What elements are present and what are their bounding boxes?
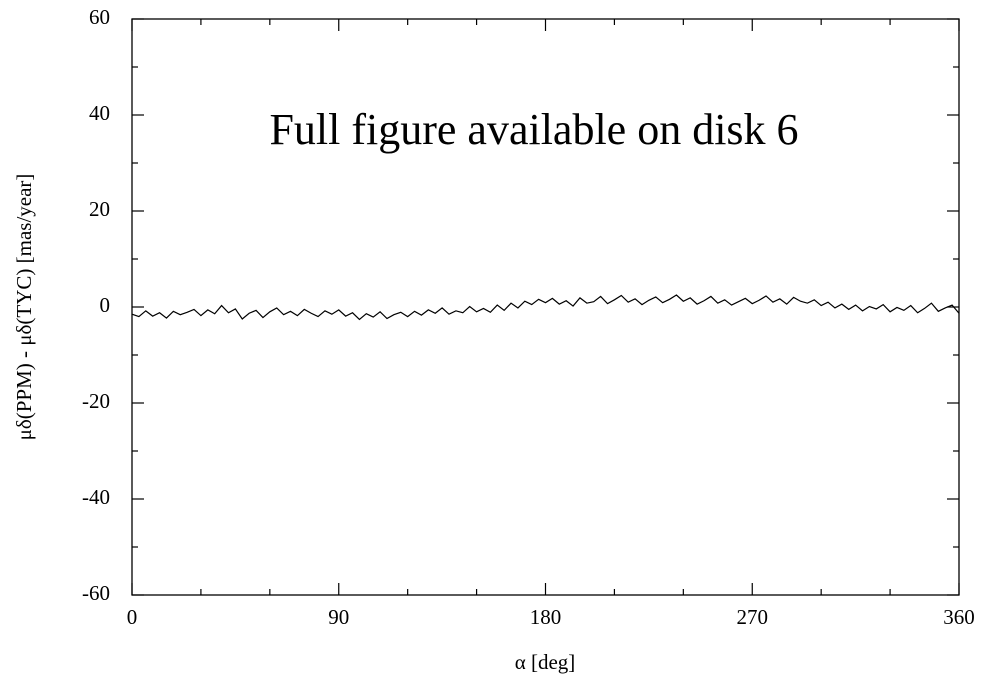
x-tick-label: 270 [737,605,769,629]
x-tick-label: 360 [943,605,975,629]
y-tick-label: 20 [89,197,110,221]
y-tick-label: 60 [89,5,110,29]
y-tick-label: 40 [89,101,110,125]
y-tick-label: 0 [100,293,111,317]
y-tick-label: -60 [82,581,110,605]
y-tick-label: -20 [82,389,110,413]
y-tick-label: -40 [82,485,110,509]
x-axis-label: α [deg] [515,650,576,674]
annotation: Full figure available on disk 6 [269,105,798,154]
x-tick-label: 180 [530,605,562,629]
x-tick-label: 0 [127,605,138,629]
data-line [131,294,960,321]
x-tick-label: 90 [328,605,349,629]
y-axis-label: μδ(PPM) - μδ(TYC) [mas/year] [12,174,36,441]
